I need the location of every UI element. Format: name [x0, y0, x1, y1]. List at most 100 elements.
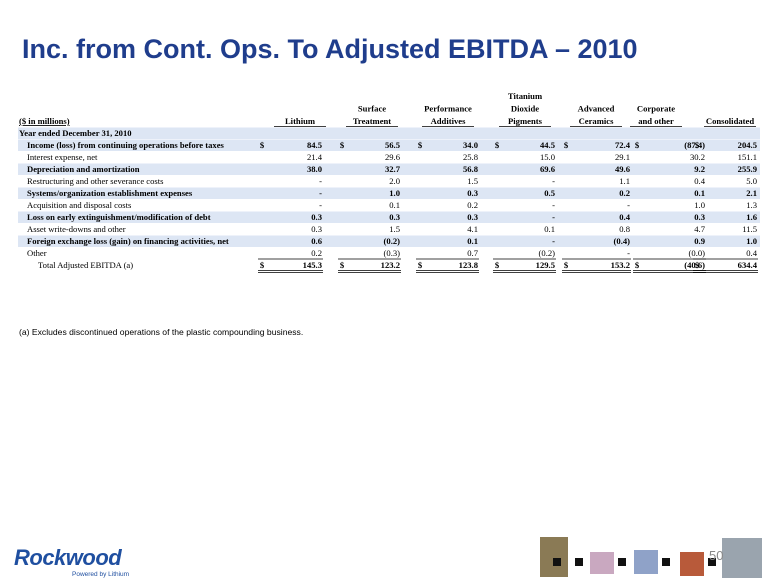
image [540, 537, 568, 577]
currency-symbol: $ [564, 260, 569, 270]
cell-value: 1.3 [746, 200, 757, 210]
row-label: Other [27, 248, 47, 258]
cell-value: 151.1 [738, 152, 757, 162]
currency-symbol: $ [340, 260, 345, 270]
cell-value: 29.6 [385, 152, 401, 162]
footnote: (a) Excludes discontinued operations of … [19, 327, 303, 337]
cell-value: 2.0 [389, 176, 400, 186]
cell-value: 29.1 [615, 152, 630, 162]
column-header: Advanced [578, 104, 615, 114]
row-label: Income (loss) from continuing operations… [27, 140, 225, 150]
cell-value: 1.0 [389, 188, 400, 198]
bullet [618, 558, 626, 566]
cell-value: - [552, 236, 555, 246]
cell-value: 25.8 [463, 152, 478, 162]
currency-symbol: $ [418, 260, 423, 270]
row-shade [18, 211, 760, 223]
cell-value: 2.1 [746, 188, 757, 198]
cell-value: - [319, 200, 322, 210]
logo-tagline: Powered by Lithium [72, 571, 129, 578]
cell-value: - [627, 248, 630, 258]
cell-value: 49.6 [615, 164, 631, 174]
cell-value: 21.4 [307, 152, 323, 162]
cell-value: 1.0 [694, 200, 705, 210]
cell-value: 0.3 [389, 212, 400, 222]
cell-value: (0.2) [539, 248, 556, 258]
cell-value: 0.4 [619, 212, 630, 222]
row-label: Systems/organization establishment expen… [27, 188, 193, 198]
cell-value: (0.0) [689, 248, 706, 258]
cell-value: 0.7 [467, 248, 478, 258]
cell-value: 56.8 [463, 164, 479, 174]
cell-value: 1.1 [619, 176, 630, 186]
cell-value: 0.3 [311, 224, 322, 234]
cell-value: 72.4 [615, 140, 631, 150]
currency-symbol: $ [340, 140, 345, 150]
cell-value: 145.3 [303, 260, 322, 270]
row-shade [18, 127, 760, 139]
slide-title: Inc. from Cont. Ops. To Adjusted EBITDA … [22, 34, 638, 64]
cell-value: 0.3 [467, 212, 478, 222]
column-header: Treatment [353, 116, 391, 126]
logo: Rockwood Powered by Lithium [14, 545, 129, 578]
section-label: Year ended December 31, 2010 [19, 128, 132, 138]
cell-value: 44.5 [540, 140, 555, 150]
row-label: Asset write-downs and other [27, 224, 126, 234]
cell-value: 0.2 [467, 200, 478, 210]
column-header: Dioxide [511, 104, 539, 114]
logo-name: Rockwood [14, 545, 122, 570]
cell-value: 0.8 [619, 224, 630, 234]
currency-symbol: $ [564, 140, 569, 150]
column-header: Surface [358, 104, 386, 114]
column-header: Lithium [285, 116, 316, 126]
cell-value: 1.5 [389, 224, 400, 234]
currency-symbol: $ [495, 260, 500, 270]
cell-value: (0.4) [614, 236, 631, 246]
units-label: ($ in millions) [19, 116, 70, 126]
bullet [575, 558, 583, 566]
cell-value: 84.5 [307, 140, 322, 150]
image [680, 552, 704, 576]
cell-value: (0.2) [384, 236, 401, 246]
cell-value: 9.2 [694, 164, 705, 174]
cell-value: 123.2 [381, 260, 400, 270]
cell-value: 15.0 [540, 152, 555, 162]
cell-value: 0.3 [311, 212, 322, 222]
row-label: Restructuring and other severance costs [27, 176, 164, 186]
row-shade [18, 235, 760, 247]
currency-symbol: $ [695, 140, 700, 150]
cell-value: 34.0 [463, 140, 478, 150]
column-header: Additives [431, 116, 467, 126]
cell-value: 153.2 [611, 260, 630, 270]
cell-value: 0.2 [619, 188, 630, 198]
column-header: Consolidated [706, 116, 754, 126]
cell-value: 4.1 [467, 224, 478, 234]
cell-value: 4.7 [694, 224, 705, 234]
currency-symbol: $ [495, 140, 500, 150]
column-header: Pigments [508, 116, 543, 126]
column-header: and other [638, 116, 674, 126]
cell-value: - [552, 176, 555, 186]
cell-value: - [319, 176, 322, 186]
cell-value: 0.1 [389, 200, 400, 210]
row-shade [18, 163, 760, 175]
cell-value: (87.4) [684, 140, 705, 150]
cell-value: 0.5 [544, 188, 555, 198]
cell-value: 0.1 [467, 236, 478, 246]
currency-symbol: $ [260, 140, 265, 150]
cell-value: 0.3 [694, 212, 705, 222]
row-label: Foreign exchange loss (gain) on financin… [27, 236, 229, 246]
cell-value: 11.5 [742, 224, 757, 234]
cell-value: - [627, 200, 630, 210]
currency-symbol: $ [635, 140, 640, 150]
cell-value: 32.7 [385, 164, 401, 174]
cell-value: - [552, 200, 555, 210]
currency-symbol: $ [635, 260, 640, 270]
cell-value: 0.1 [544, 224, 555, 234]
row-shade [18, 187, 760, 199]
bullet [553, 558, 561, 566]
image [590, 552, 614, 574]
row-label: Acquisition and disposal costs [27, 200, 132, 210]
cell-value: 634.4 [738, 260, 758, 270]
bullet [708, 558, 716, 566]
